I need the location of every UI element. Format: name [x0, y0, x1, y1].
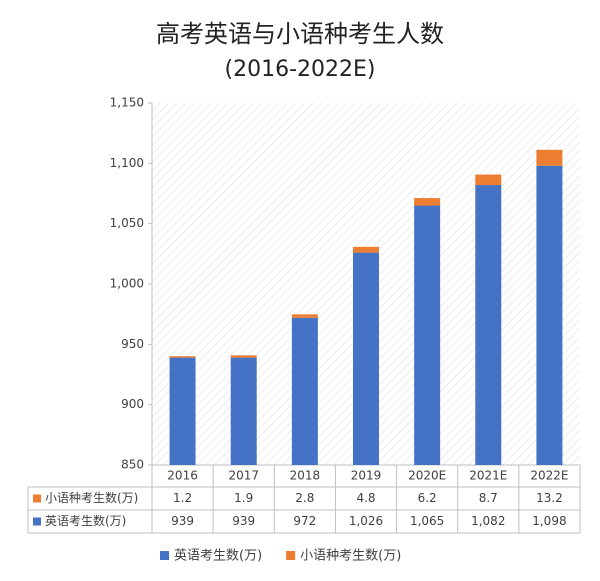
table-value: 2.8	[295, 491, 314, 505]
table-value: 1.9	[234, 491, 253, 505]
y-tick-label: 1,100	[110, 156, 144, 170]
table-value: 1,098	[532, 514, 566, 528]
bar-segment	[414, 198, 441, 206]
table-value: 6.2	[418, 491, 437, 505]
table-value: 8.7	[479, 491, 498, 505]
bar-segment	[414, 205, 441, 466]
table-value: 939	[232, 514, 255, 528]
bar-segment	[169, 357, 196, 465]
table-value: 939	[171, 514, 194, 528]
table-value: 1,065	[410, 514, 444, 528]
y-tick-label: 950	[121, 337, 144, 351]
bar-segment	[353, 252, 379, 465]
bar-segment	[475, 185, 502, 465]
y-tick-label: 850	[121, 458, 144, 472]
x-tick-label: 2021E	[469, 469, 507, 483]
legend-label: 小语种考生数(万)	[300, 549, 401, 564]
bar-segment	[536, 165, 563, 465]
y-tick-label: 900	[121, 397, 144, 411]
bar-segment	[230, 355, 257, 358]
bar-segment	[291, 317, 318, 465]
table-value: 1,082	[471, 514, 505, 528]
bar-segment	[291, 314, 318, 318]
chart-subtitle: (2016-2022E)	[225, 57, 376, 82]
bar-segment	[475, 174, 502, 186]
y-tick-label: 1,150	[110, 96, 144, 110]
x-tick-label: 2018	[290, 469, 321, 483]
table-value: 1,026	[349, 514, 383, 528]
table-value: 1.2	[173, 491, 192, 505]
table-value: 13.2	[536, 491, 563, 505]
bar-segment	[169, 356, 196, 358]
legend-key	[33, 517, 41, 526]
x-tick-label: 2017	[228, 469, 259, 483]
y-tick-label: 1,050	[110, 216, 144, 230]
bar-segment	[536, 149, 563, 166]
table-row-label: 英语考生数(万)	[45, 513, 126, 528]
legend-key	[286, 551, 296, 560]
legend-label: 英语考生数(万)	[174, 549, 262, 564]
table-row-label: 小语种考生数(万)	[45, 490, 138, 505]
x-tick-label: 2020E	[408, 469, 446, 483]
x-tick-label: 2016	[167, 469, 198, 483]
bar-segment	[230, 357, 257, 465]
legend-key	[33, 494, 41, 503]
y-tick-label: 1,000	[110, 277, 144, 291]
legend-key	[160, 551, 169, 560]
bar-segment	[353, 246, 379, 253]
table-value: 972	[293, 514, 316, 528]
x-tick-label: 2022E	[530, 469, 568, 483]
table-value: 4.8	[356, 491, 375, 505]
x-tick-label: 2019	[351, 469, 382, 483]
chart-title: 高考英语与小语种考生人数	[156, 20, 444, 48]
